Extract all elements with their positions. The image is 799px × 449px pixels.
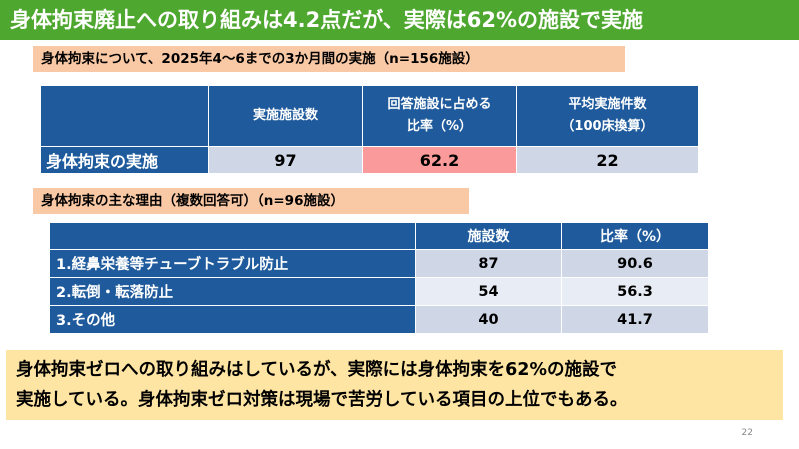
- reason-label: 3.その他: [49, 305, 416, 334]
- reason-count: 87: [415, 249, 562, 278]
- header-ratio: 回答施設に占める 比率（%）: [362, 85, 517, 147]
- table-row: 3.その他 40 41.7: [49, 305, 709, 334]
- section1-label: 身体拘束について、2025年4〜6までの3か月間の実施（n=156施設）: [33, 46, 625, 72]
- table-row: 1.経鼻栄養等チューブトラブル防止 87 90.6: [49, 249, 709, 278]
- restraint-reasons-table: 施設数 比率（%） 1.経鼻栄養等チューブトラブル防止 87 90.6 2.転倒…: [49, 222, 709, 334]
- slide-title: 身体拘束廃止への取り組みは4.2点だが、実際は62%の施設で実施: [0, 0, 799, 40]
- reason-ratio: 56.3: [561, 277, 709, 306]
- header-average-line1: 平均実施件数: [568, 97, 647, 112]
- reason-count: 40: [415, 305, 562, 334]
- header-facility-count-text: 実施施設数: [252, 108, 318, 123]
- table-header-row: 実施施設数 回答施設に占める 比率（%） 平均実施件数 （100床換算）: [40, 85, 699, 147]
- header-facility-count: 施設数: [415, 222, 562, 250]
- reason-ratio: 90.6: [561, 249, 709, 278]
- restraint-implementation-table: 実施施設数 回答施設に占める 比率（%） 平均実施件数 （100床換算） 身体拘…: [40, 85, 699, 174]
- header-average-line2: （100床換算）: [561, 119, 654, 134]
- header-empty-cell: [49, 222, 416, 250]
- conclusion-line1: 身体拘束ゼロへの取り組みはしているが、実際には身体拘束を62%の施設で: [16, 360, 618, 380]
- reason-label: 2.転倒・転落防止: [49, 277, 416, 306]
- table-header-row: 施設数 比率（%）: [49, 222, 709, 250]
- conclusion-line2: 実施している。身体拘束ゼロ対策は現場で苦労している項目の上位でもある。: [16, 390, 628, 410]
- header-average-count: 平均実施件数 （100床換算）: [516, 85, 699, 147]
- conclusion-box: 身体拘束ゼロへの取り組みはしているが、実際には身体拘束を62%の施設で 実施して…: [6, 350, 783, 420]
- row-label: 身体拘束の実施: [40, 146, 209, 174]
- header-facility-count: 実施施設数: [208, 85, 363, 147]
- header-empty-cell: [40, 85, 209, 147]
- reason-count: 54: [415, 277, 562, 306]
- reason-ratio: 41.7: [561, 305, 709, 334]
- average-count-value: 22: [516, 146, 699, 174]
- ratio-value: 62.2: [362, 146, 517, 174]
- reason-label: 1.経鼻栄養等チューブトラブル防止: [49, 249, 416, 278]
- table-row: 2.転倒・転落防止 54 56.3: [49, 277, 709, 306]
- facility-count-value: 97: [208, 146, 363, 174]
- header-ratio: 比率（%）: [561, 222, 709, 250]
- header-ratio-line1: 回答施設に占める: [387, 97, 492, 112]
- section2-label: 身体拘束の主な理由（複数回答可）（n=96施設）: [33, 188, 469, 214]
- table-row: 身体拘束の実施 97 62.2 22: [40, 146, 699, 174]
- header-ratio-line2: 比率（%）: [406, 119, 473, 134]
- page-number: 22: [741, 428, 753, 438]
